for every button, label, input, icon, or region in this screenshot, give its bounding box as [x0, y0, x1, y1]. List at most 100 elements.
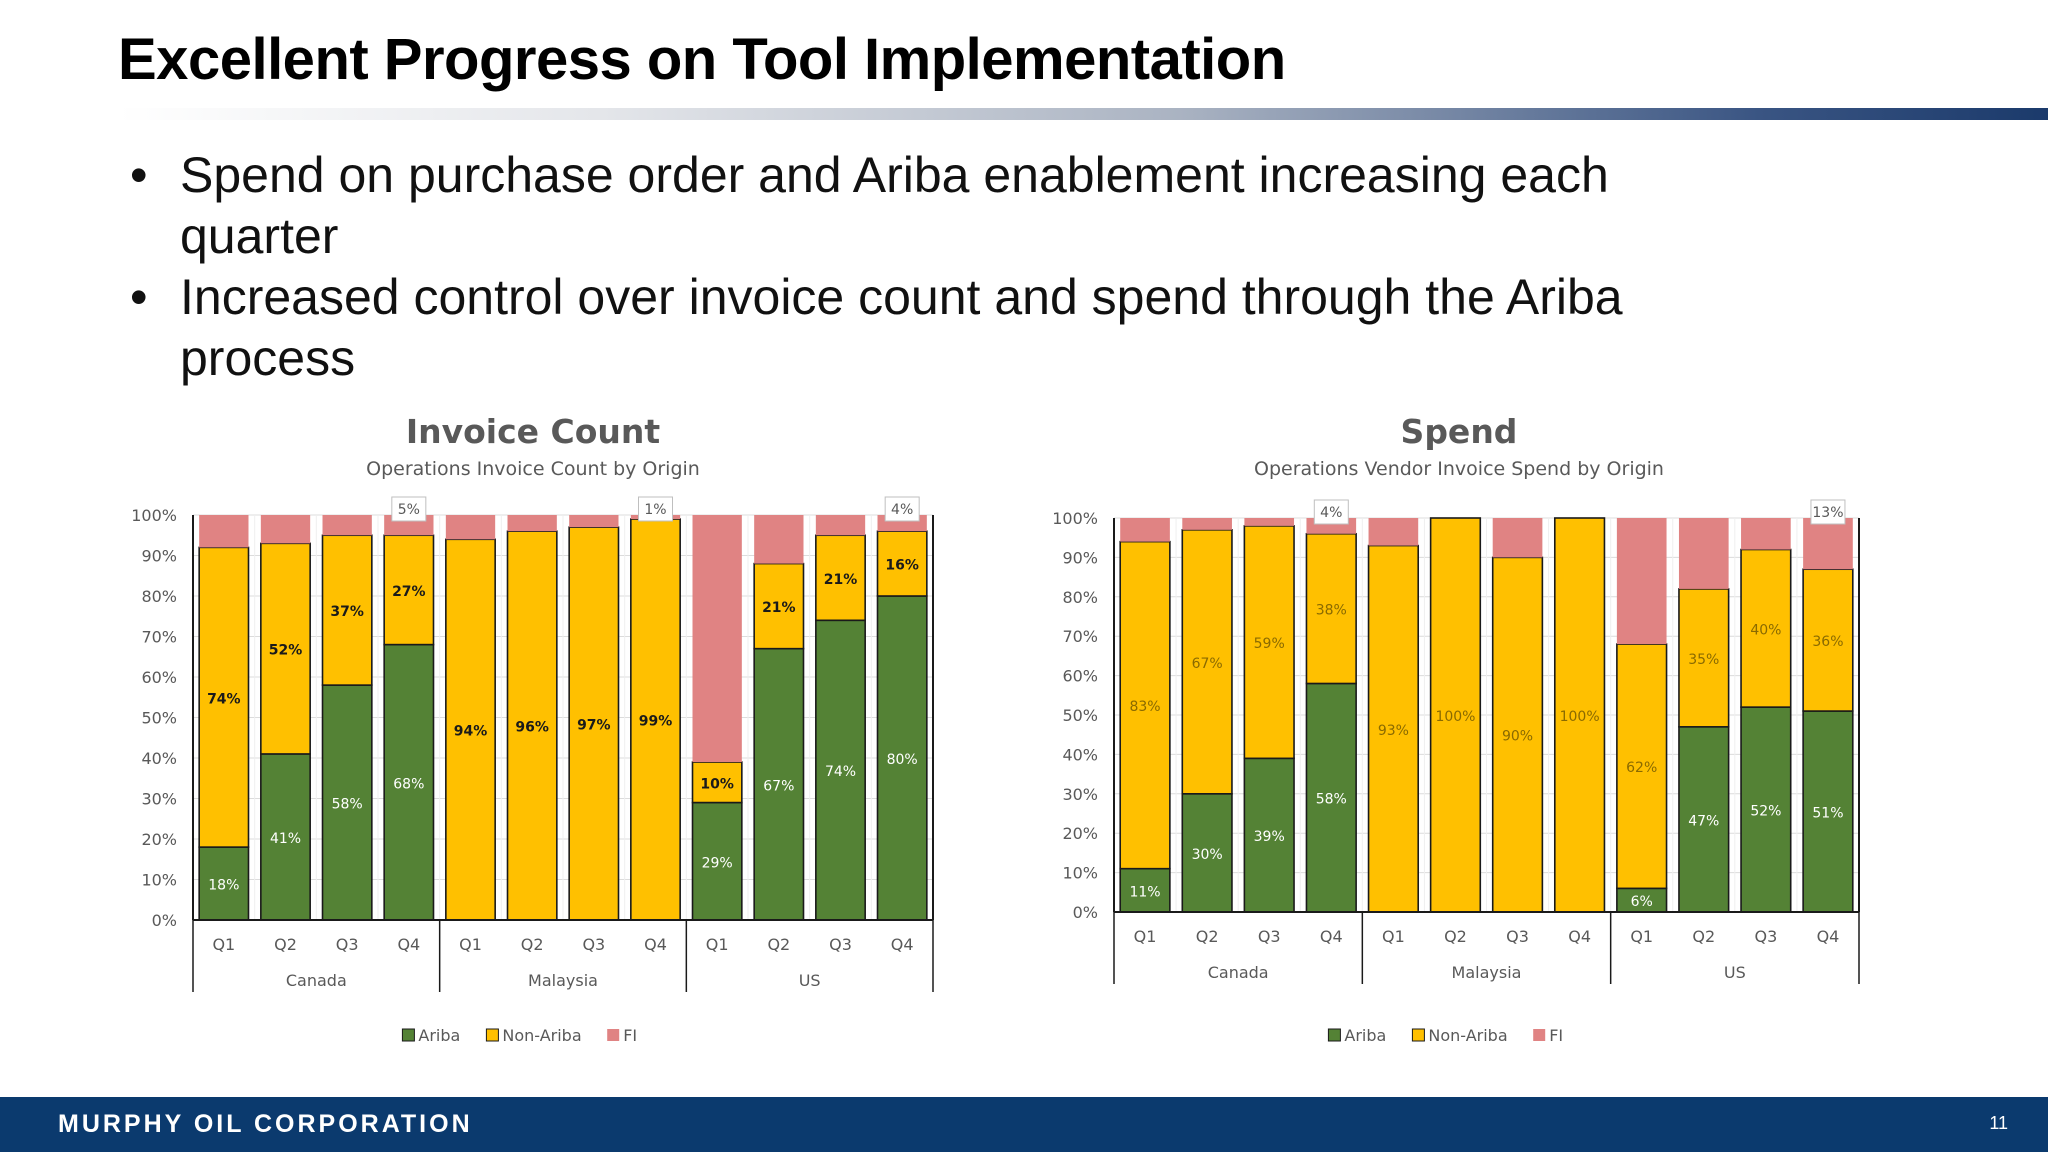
data-label-box-fi: [391, 496, 427, 522]
legend-label-non-ariba: Non-Ariba: [502, 1026, 581, 1045]
data-label-non-ariba: 35%: [1688, 652, 1719, 668]
x-tick-label: Q2: [1444, 927, 1467, 946]
x-tick-label: Q1: [1382, 927, 1405, 946]
data-label-non-ariba: 74%: [207, 691, 241, 707]
bar-segment-non-ariba: [1305, 532, 1357, 685]
bar-segment-non-ariba: [1181, 529, 1233, 795]
group-label: Malaysia: [528, 971, 598, 990]
bullet-item: Increased control over invoice count and…: [130, 267, 1730, 389]
data-label-non-ariba: 67%: [1192, 656, 1223, 672]
bullet-item: Spend on purchase order and Ariba enable…: [130, 145, 1730, 267]
x-tick-label: Q2: [521, 935, 544, 954]
data-label-non-ariba: 36%: [1812, 634, 1843, 650]
group-label: Canada: [1208, 963, 1269, 982]
y-tick-label: 70%: [1062, 627, 1098, 646]
bar-segment-non-ariba: [1491, 556, 1544, 913]
data-label-box-fi: [1810, 499, 1846, 525]
y-tick-label: 40%: [1062, 745, 1098, 764]
bar-segment-non-ariba: [1740, 548, 1792, 708]
bar-segment-non-ariba: [198, 546, 250, 848]
data-label-fi: 4%: [891, 502, 913, 518]
bar-segment-non-ariba: [815, 534, 866, 622]
bar-segment-ariba: [1802, 710, 1854, 913]
x-tick-label: Q4: [397, 935, 420, 954]
y-tick-label: 60%: [141, 668, 177, 687]
x-tick-label: Q3: [1258, 927, 1281, 946]
bar-segment-fi: [445, 515, 496, 540]
x-tick-label: Q2: [767, 935, 790, 954]
bar-segment-fi: [1741, 518, 1791, 550]
data-label-non-ariba: 62%: [1626, 760, 1657, 776]
data-label-non-ariba: 90%: [1502, 729, 1533, 745]
data-label-non-ariba: 52%: [269, 643, 303, 659]
x-tick-label: Q3: [582, 935, 605, 954]
legend-label-ariba: Ariba: [1344, 1026, 1386, 1045]
x-tick-label: Q4: [891, 935, 914, 954]
title-divider: [118, 108, 2048, 120]
bar-segment-non-ariba: [630, 518, 681, 921]
bullet-list: Spend on purchase order and Ariba enable…: [130, 145, 1730, 389]
data-label-non-ariba: 10%: [700, 776, 734, 792]
bar-segment-fi: [1244, 518, 1295, 526]
legend-label-fi: FI: [1549, 1026, 1563, 1045]
data-label-non-ariba: 83%: [1129, 699, 1160, 715]
data-label-non-ariba: 21%: [824, 572, 858, 588]
data-label-ariba: 39%: [1254, 829, 1285, 845]
data-label-non-ariba: 100%: [1435, 709, 1475, 725]
x-tick-label: Q4: [1817, 927, 1840, 946]
data-label-ariba: 18%: [208, 878, 239, 894]
y-tick-label: 30%: [1062, 785, 1098, 804]
footer-bar: MURPHY OIL CORPORATION 11: [0, 1097, 2048, 1152]
data-label-non-ariba: 99%: [639, 714, 673, 730]
bar-segment-ariba: [876, 595, 928, 921]
spend-chart: Spend Operations Vendor Invoice Spend by …: [1044, 405, 1874, 1055]
y-tick-label: 100%: [131, 506, 177, 525]
x-tick-label: Q3: [336, 935, 359, 954]
x-tick-label: Q3: [1754, 927, 1777, 946]
x-tick-label: Q4: [1320, 927, 1343, 946]
bar-segment-ariba: [753, 647, 805, 921]
bar-segment-non-ariba: [1119, 540, 1171, 870]
data-label-ariba: 11%: [1129, 884, 1160, 900]
legend-label-fi: FI: [623, 1026, 637, 1045]
legend-swatch-non-ariba: [1411, 1028, 1425, 1042]
bar-segment-ariba: [815, 619, 866, 921]
bar-segment-fi: [322, 515, 372, 536]
y-tick-label: 30%: [141, 790, 177, 809]
bar-segment-non-ariba: [1616, 643, 1668, 890]
legend-swatch-fi: [607, 1029, 620, 1041]
bar-segment-non-ariba: [445, 538, 496, 921]
y-tick-label: 0%: [1073, 903, 1098, 922]
invoice-count-chart: Invoice Count Operations Invoice Count by…: [118, 405, 948, 1055]
bar-segment-non-ariba: [876, 530, 928, 597]
x-tick-label: Q1: [459, 935, 482, 954]
footer-company-name: MURPHY OIL CORPORATION: [58, 1110, 473, 1138]
y-tick-label: 40%: [141, 749, 177, 768]
x-tick-label: Q4: [644, 935, 667, 954]
x-tick-label: Q2: [274, 935, 297, 954]
y-tick-label: 50%: [141, 709, 177, 728]
bar-segment-fi: [1616, 518, 1667, 645]
bar-segment-ariba: [260, 753, 311, 921]
data-label-ariba: 51%: [1812, 806, 1843, 822]
legend-swatch-non-ariba: [485, 1028, 499, 1042]
data-label-ariba: 47%: [1688, 813, 1719, 829]
bar-segment-non-ariba: [1367, 544, 1420, 913]
y-tick-label: 80%: [141, 587, 177, 606]
data-label-non-ariba: 59%: [1254, 636, 1285, 652]
x-tick-label: Q1: [706, 935, 729, 954]
data-label-non-ariba: 40%: [1750, 622, 1781, 638]
bar-segment-fi: [1120, 518, 1170, 542]
bar-segment-fi: [1368, 518, 1419, 546]
bar-segment-non-ariba: [506, 530, 558, 921]
bar-segment-fi: [260, 515, 311, 544]
bar-segment-non-ariba: [568, 526, 620, 921]
bar-segment-non-ariba: [321, 534, 373, 686]
legend-swatch-fi: [1533, 1029, 1546, 1041]
bar-segment-fi: [569, 515, 619, 528]
y-tick-label: 10%: [141, 871, 177, 890]
bar-segment-fi: [754, 515, 804, 564]
bar-segment-fi: [692, 515, 742, 763]
x-tick-label: Q1: [1134, 927, 1157, 946]
data-label-fi: 4%: [1320, 505, 1342, 521]
